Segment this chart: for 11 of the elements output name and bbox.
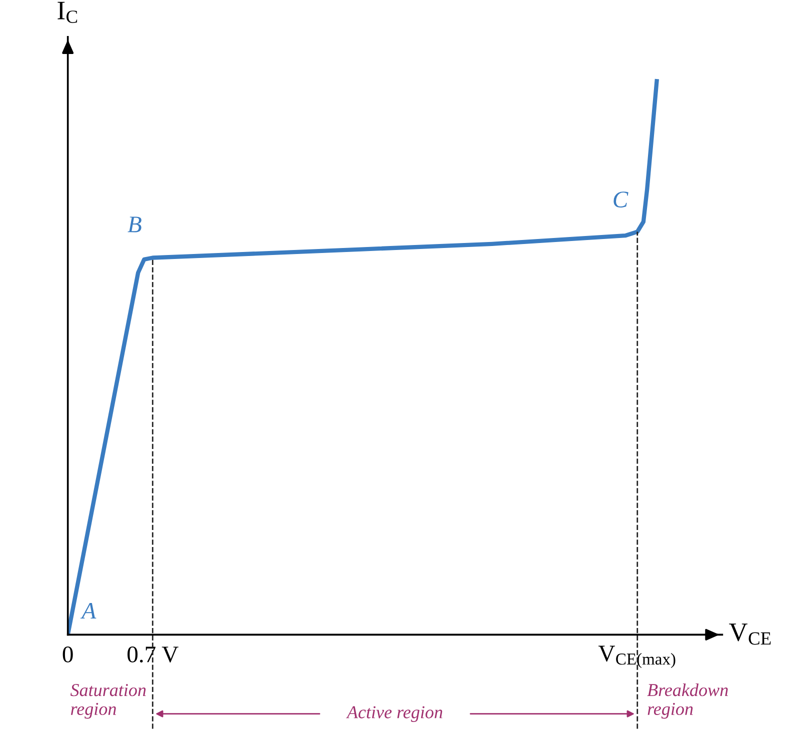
x-axis-title: V$_{CE}$ (729, 624, 771, 645)
annotation: B (128, 216, 142, 232)
x-tick-label: 0.7 V (128, 646, 178, 663)
text: Active region (346, 706, 442, 722)
annotation: C (614, 192, 628, 208)
annotation: A (80, 602, 96, 619)
text: Saturation region (70, 684, 146, 719)
x-tick-label: V$_{CE(max)}$ (598, 646, 676, 668)
x-tick-label: 0 (62, 646, 73, 662)
text: Breakdown region (647, 683, 728, 719)
y-axis-title: I$_{C}$ (58, 2, 78, 24)
